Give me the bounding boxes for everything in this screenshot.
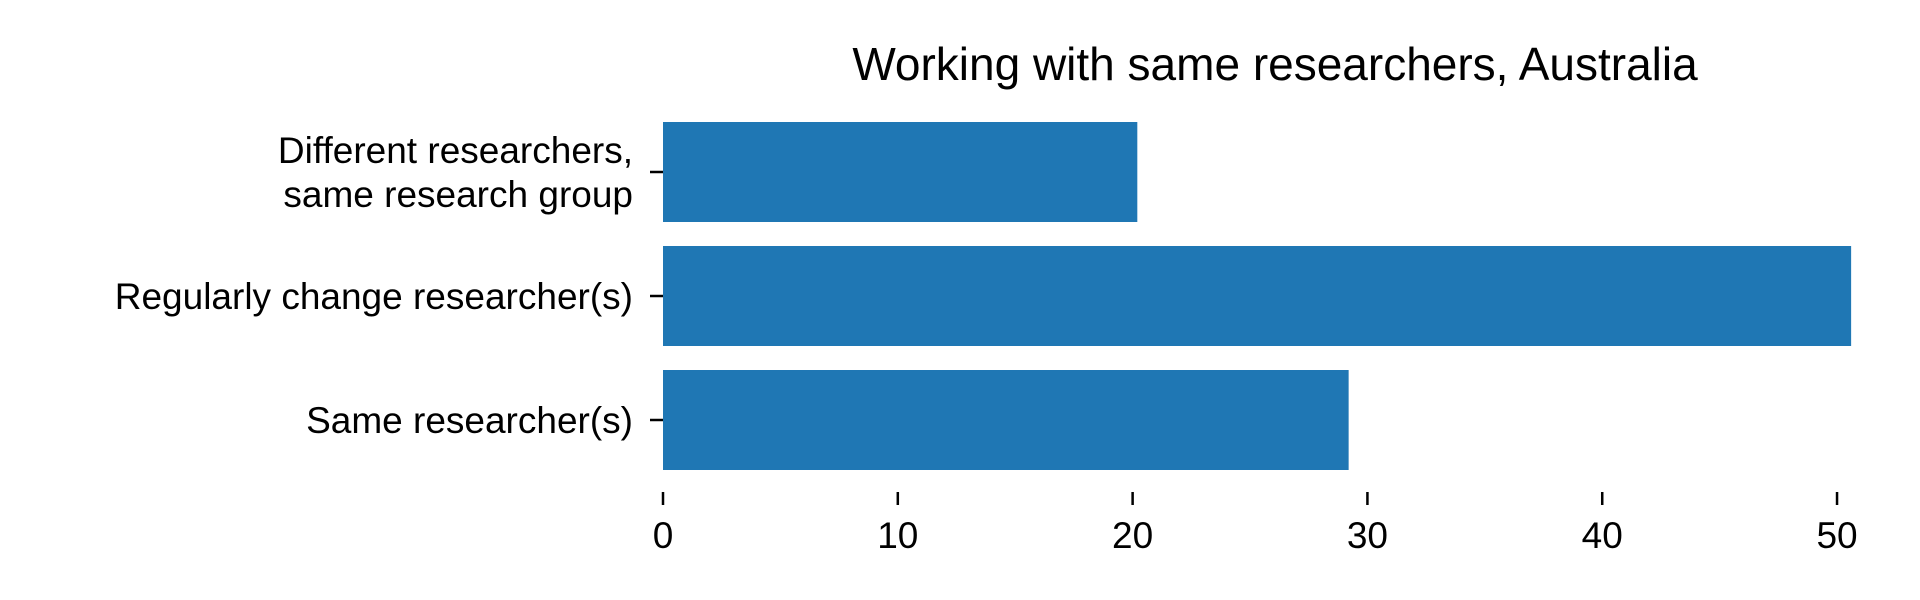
y-tick-label: Same researcher(s) bbox=[306, 400, 633, 441]
y-axis: Same researcher(s) Regularly change resea… bbox=[115, 130, 663, 441]
y-tick-label: Different researchers, same research grou… bbox=[278, 130, 633, 215]
x-tick-label: 10 bbox=[877, 515, 918, 556]
chart-title: Working with same researchers, Australia bbox=[852, 38, 1698, 90]
x-tick-label: 20 bbox=[1112, 515, 1153, 556]
bar bbox=[663, 370, 1349, 470]
bar bbox=[663, 122, 1138, 222]
x-tick-label: 50 bbox=[1816, 515, 1857, 556]
bar bbox=[663, 246, 1852, 346]
x-tick-label: 40 bbox=[1582, 515, 1623, 556]
y-tick-label: Regularly change researcher(s) bbox=[115, 276, 633, 317]
x-tick-label: 30 bbox=[1347, 515, 1388, 556]
x-axis: 0 10 20 30 40 50 bbox=[653, 492, 1858, 556]
bars-layer bbox=[663, 122, 1852, 470]
x-tick-label: 0 bbox=[653, 515, 674, 556]
